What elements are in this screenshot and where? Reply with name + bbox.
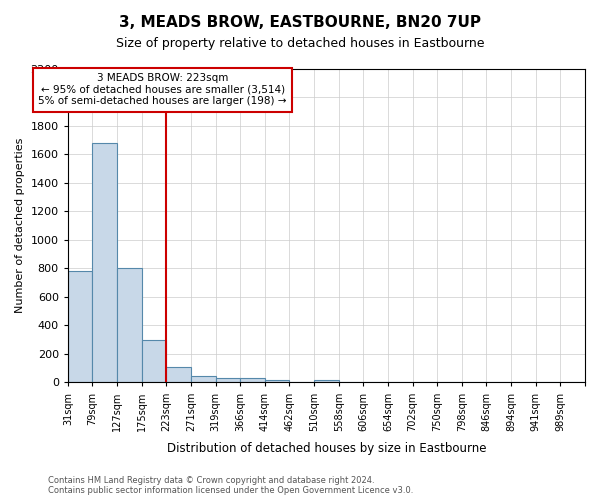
Bar xyxy=(314,380,339,382)
Bar xyxy=(166,367,191,382)
Text: 3 MEADS BROW: 223sqm
← 95% of detached houses are smaller (3,514)
5% of semi-det: 3 MEADS BROW: 223sqm ← 95% of detached h… xyxy=(38,74,287,106)
Bar xyxy=(117,268,142,382)
Bar xyxy=(68,272,92,382)
Bar xyxy=(92,143,117,382)
X-axis label: Distribution of detached houses by size in Eastbourne: Distribution of detached houses by size … xyxy=(167,442,486,455)
Bar xyxy=(142,340,166,382)
Text: Size of property relative to detached houses in Eastbourne: Size of property relative to detached ho… xyxy=(116,38,484,51)
Bar xyxy=(240,378,265,382)
Y-axis label: Number of detached properties: Number of detached properties xyxy=(15,138,25,314)
Bar xyxy=(265,380,289,382)
Text: Contains HM Land Registry data © Crown copyright and database right 2024.
Contai: Contains HM Land Registry data © Crown c… xyxy=(48,476,413,495)
Text: 3, MEADS BROW, EASTBOURNE, BN20 7UP: 3, MEADS BROW, EASTBOURNE, BN20 7UP xyxy=(119,15,481,30)
Bar xyxy=(191,376,215,382)
Bar xyxy=(215,378,240,382)
